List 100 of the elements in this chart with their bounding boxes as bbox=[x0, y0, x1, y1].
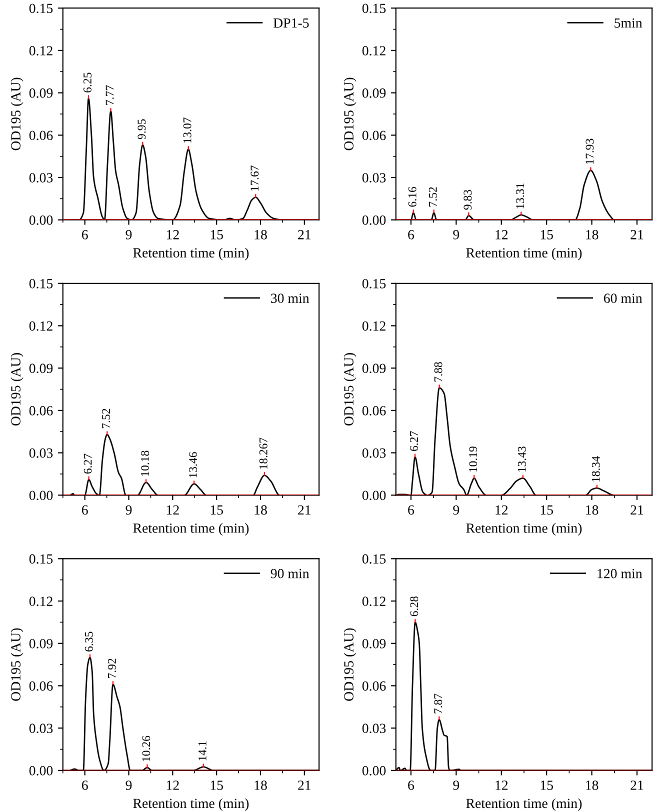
y-tick-label: 0.12 bbox=[29, 596, 52, 606]
y-tick-label: 0.12 bbox=[362, 46, 386, 56]
y-tick-label: 0.09 bbox=[29, 88, 53, 98]
y-tick-label: 0.03 bbox=[362, 173, 386, 183]
x-tick-label: 6 bbox=[408, 230, 414, 240]
x-tick-label: 21 bbox=[298, 230, 311, 240]
annotation: 7.52 bbox=[428, 187, 437, 206]
annotation: 14.1 bbox=[198, 741, 206, 760]
legend-label: 30 min bbox=[271, 294, 310, 303]
x-tick-label: 15 bbox=[540, 505, 553, 515]
x-tick-label: 15 bbox=[540, 230, 553, 240]
annotation: 6.27 bbox=[84, 454, 92, 474]
x-tick-label: 15 bbox=[210, 505, 223, 515]
x-tick-label: 18 bbox=[254, 230, 267, 240]
annotation: 10.18 bbox=[141, 450, 150, 476]
y-tick-label: 0.00 bbox=[362, 215, 386, 225]
annotation: 18.267 bbox=[259, 438, 268, 469]
x-tick-label: 21 bbox=[298, 780, 311, 790]
x-tick-label: 12 bbox=[166, 505, 179, 515]
annotation: 18.34 bbox=[592, 456, 600, 482]
y-tick-label: 0.15 bbox=[29, 4, 53, 14]
annotation: 17.67 bbox=[250, 166, 259, 191]
annotation: 13.46 bbox=[189, 452, 198, 478]
y-tick-label: 0.09 bbox=[362, 88, 386, 98]
x-tick-label: 15 bbox=[540, 780, 553, 790]
annotation: 13.07 bbox=[183, 118, 192, 143]
y-axis-title: OD195 (AU) bbox=[344, 78, 356, 150]
y-tick-label: 0.15 bbox=[362, 554, 386, 564]
y-tick-label: 0.06 bbox=[29, 406, 53, 416]
annotation: 7.77 bbox=[106, 85, 114, 105]
legend-label: 5min bbox=[614, 18, 642, 28]
x-tick-label: 15 bbox=[210, 780, 223, 790]
y-axis-title: OD195 (AU) bbox=[344, 353, 356, 426]
y-tick-label: 0.09 bbox=[29, 638, 53, 648]
y-tick-label: 0.06 bbox=[362, 406, 386, 416]
y-axis-title: OD195 (AU) bbox=[10, 628, 24, 701]
annotation: 6.35 bbox=[84, 632, 93, 652]
y-tick-label: 0.15 bbox=[362, 278, 386, 288]
legend-label: 90 min bbox=[270, 568, 310, 578]
y-tick-label: 0.06 bbox=[29, 130, 53, 140]
y-tick-label: 0.03 bbox=[29, 448, 53, 458]
legend-label: DP1-5 bbox=[273, 18, 309, 28]
y-tick-label: 0.09 bbox=[362, 638, 386, 648]
y-tick-label: 0.09 bbox=[29, 364, 53, 374]
annotation: 6.16 bbox=[408, 186, 416, 207]
y-tick-label: 0.03 bbox=[29, 173, 53, 183]
y-tick-label: 0.00 bbox=[29, 215, 53, 225]
x-axis-title: Retention time (min) bbox=[133, 798, 249, 811]
x-tick-label: 6 bbox=[82, 230, 88, 240]
x-tick-label: 18 bbox=[254, 505, 267, 515]
y-tick-label: 0.12 bbox=[29, 46, 52, 56]
annotation: 9.95 bbox=[138, 119, 146, 140]
x-tick-label: 9 bbox=[453, 230, 460, 240]
annotation: 9.83 bbox=[464, 190, 472, 210]
x-tick-label: 18 bbox=[586, 505, 598, 515]
x-axis-title: Retention time (min) bbox=[466, 523, 582, 536]
y-tick-label: 0.00 bbox=[29, 490, 53, 500]
y-axis-title: OD195 (AU) bbox=[344, 628, 356, 701]
y-tick-label: 0.15 bbox=[29, 278, 53, 288]
y-tick-label: 0.09 bbox=[362, 364, 386, 374]
y-tick-label: 0.06 bbox=[362, 130, 386, 140]
x-axis-title: Retention time (min) bbox=[466, 248, 582, 260]
y-tick-label: 0.03 bbox=[362, 724, 386, 734]
annotation: 6.25 bbox=[84, 72, 92, 92]
x-axis-title: Retention time (min) bbox=[466, 798, 582, 811]
y-tick-label: 0.03 bbox=[29, 724, 53, 734]
annotation: 13.31 bbox=[516, 184, 524, 208]
x-axis-title: Retention time (min) bbox=[133, 523, 249, 536]
x-tick-label: 6 bbox=[82, 505, 88, 515]
annotation: 7.88 bbox=[434, 362, 442, 382]
annotation: 7.87 bbox=[434, 694, 442, 714]
y-tick-label: 0.12 bbox=[29, 321, 52, 331]
annotation: 13.43 bbox=[518, 446, 526, 472]
x-tick-label: 6 bbox=[82, 780, 88, 790]
y-tick-label: 0.00 bbox=[362, 766, 386, 776]
x-tick-label: 6 bbox=[408, 505, 414, 515]
annotation: 7.92 bbox=[108, 658, 116, 678]
x-tick-label: 12 bbox=[496, 780, 508, 790]
y-tick-label: 0.03 bbox=[362, 448, 386, 458]
legend-label: 120 min bbox=[598, 568, 642, 578]
x-tick-label: 21 bbox=[298, 505, 311, 515]
annotation: 10.19 bbox=[469, 446, 478, 472]
x-tick-label: 9 bbox=[126, 230, 132, 240]
x-tick-label: 18 bbox=[586, 780, 598, 790]
y-tick-label: 0.00 bbox=[362, 490, 386, 500]
x-tick-label: 9 bbox=[453, 505, 460, 515]
x-tick-label: 12 bbox=[166, 780, 179, 790]
y-tick-label: 0.00 bbox=[29, 766, 53, 776]
annotation: 6.28 bbox=[410, 596, 418, 616]
x-tick-label: 12 bbox=[166, 230, 179, 240]
y-axis-title: OD195 (AU) bbox=[10, 353, 24, 426]
y-tick-label: 0.12 bbox=[362, 321, 386, 331]
y-tick-label: 0.12 bbox=[362, 596, 386, 606]
y-tick-label: 0.06 bbox=[29, 681, 53, 691]
x-tick-label: 18 bbox=[254, 780, 267, 790]
x-tick-label: 21 bbox=[630, 505, 644, 515]
x-tick-label: 15 bbox=[210, 230, 223, 240]
legend-label: 60 min bbox=[604, 294, 642, 303]
y-tick-label: 0.15 bbox=[362, 4, 386, 14]
annotation: 7.52 bbox=[102, 408, 110, 428]
